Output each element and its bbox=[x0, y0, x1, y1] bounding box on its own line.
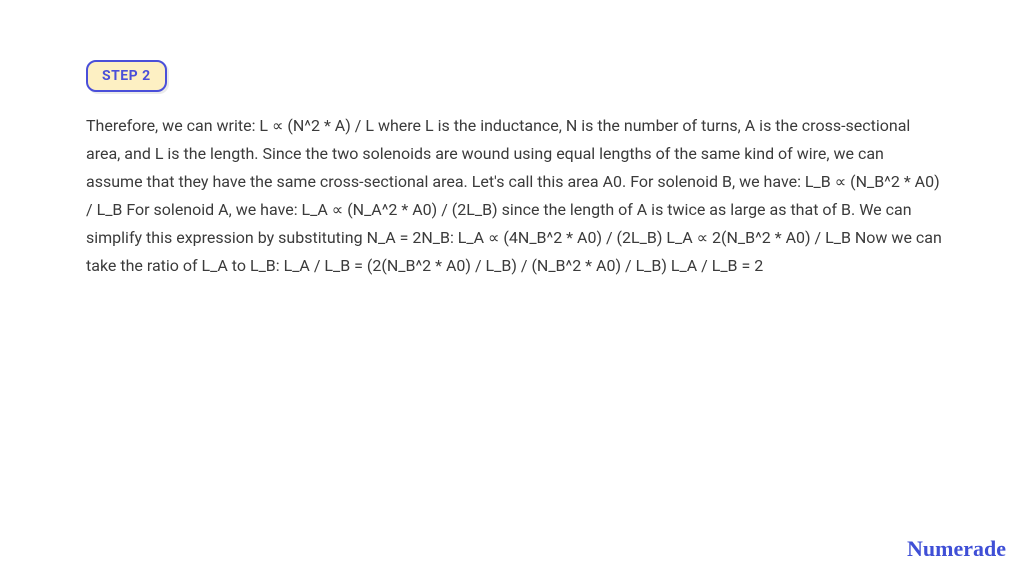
brand-logo: Numerade bbox=[907, 536, 1006, 562]
brand-logo-text: Numerade bbox=[907, 536, 1006, 561]
solution-body-text: Therefore, we can write: L ∝ (N^2 * A) /… bbox=[86, 112, 942, 280]
step-badge-label: STEP 2 bbox=[102, 68, 151, 84]
step-badge: STEP 2 bbox=[86, 60, 167, 92]
solution-body-content: Therefore, we can write: L ∝ (N^2 * A) /… bbox=[86, 116, 942, 275]
page-root: STEP 2 Therefore, we can write: L ∝ (N^2… bbox=[0, 0, 1024, 576]
